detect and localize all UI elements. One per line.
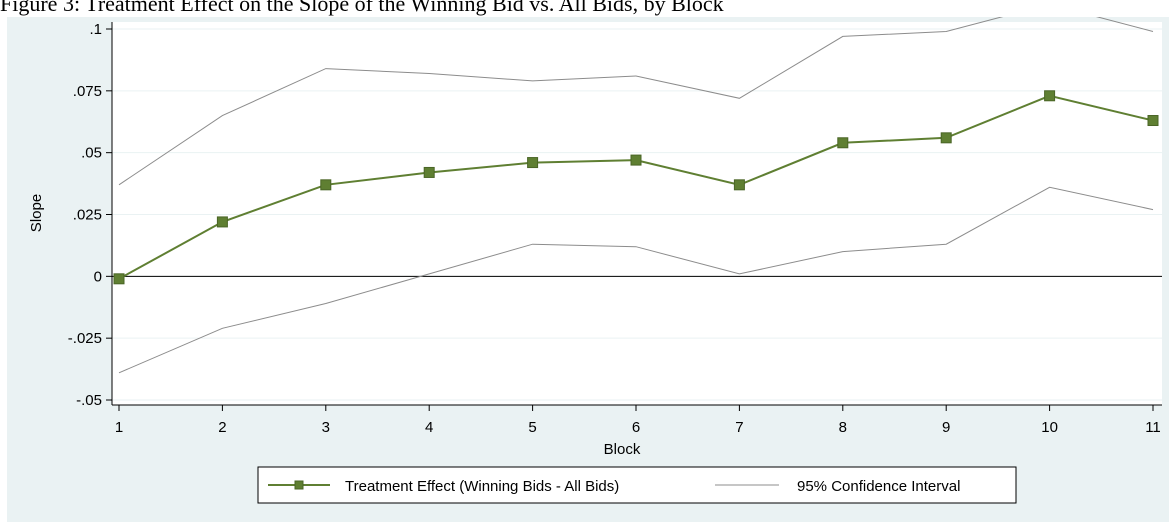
x-axis-label: Block (604, 441, 641, 458)
treatment-effect-point (113, 273, 125, 285)
x-tick-label: 5 (528, 419, 536, 436)
legend-label-ci: 95% Confidence Interval (797, 478, 960, 495)
y-tick-label: .075 (73, 83, 102, 100)
x-tick-label: 4 (425, 419, 433, 436)
y-tick-label: .025 (73, 207, 102, 224)
y-axis-label: Slope (28, 194, 45, 232)
treatment-effect-point (733, 179, 745, 191)
ci-upper-line (118, 3, 1154, 186)
x-tick-label: 3 (322, 419, 330, 436)
treatment-effect-point (837, 137, 849, 149)
treatment-effect-point (216, 216, 228, 228)
treatment-effect-point (527, 157, 539, 169)
legend-box (257, 466, 1017, 504)
plot-area (112, 22, 1162, 405)
treatment-effect-point (320, 179, 332, 191)
y-tick-label: .05 (81, 145, 102, 162)
treatment-effect-point (940, 132, 952, 144)
ci-lower-line (118, 186, 1154, 374)
treatment-effect-point (423, 166, 435, 178)
x-tick-label: 9 (942, 419, 950, 436)
line-chart: -.05 -.025 0 .025 .05 .075 .1 1 2 3 4 5 6 7 8 9 10 11 Slo… (28, 3, 1162, 504)
x-tick-label: 2 (218, 419, 226, 436)
x-tick-label: 11 (1145, 419, 1161, 436)
legend-label-treatment: Treatment Effect (Winning Bids - All Bid… (345, 478, 619, 495)
treatment-effect-point (1044, 90, 1056, 102)
y-tick-label: -.025 (68, 330, 102, 347)
legend-marker-treatment (294, 480, 304, 490)
legend: Treatment Effect (Winning Bids - All Bid… (257, 466, 1017, 504)
treatment-effect-point (1147, 115, 1159, 127)
x-tick-label: 7 (735, 419, 743, 436)
y-tick-label: -.05 (76, 392, 102, 409)
y-tick-label: 0 (94, 268, 102, 285)
chart-figure: -.05 -.025 0 .025 .05 .075 .1 1 2 3 4 5 6 7 8 9 10 11 Slo… (7, 3, 1169, 522)
treatment-effect-point (630, 154, 642, 166)
y-tick-label: .1 (89, 21, 102, 38)
x-tick-label: 6 (632, 419, 640, 436)
x-tick-label: 8 (839, 419, 847, 436)
x-tick-label: 1 (115, 419, 123, 436)
x-tick-label: 10 (1041, 419, 1058, 436)
figure-caption: Figure 3: Treatment Effect on the Slope … (0, 0, 724, 16)
